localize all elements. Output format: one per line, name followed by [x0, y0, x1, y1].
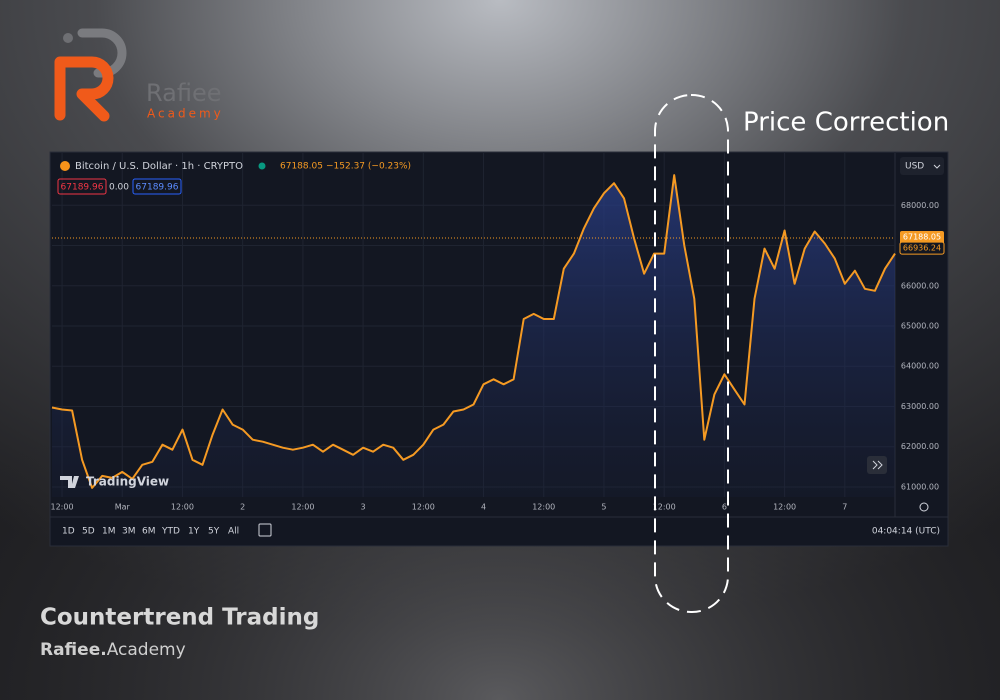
logo-name: Rafiee [146, 79, 222, 107]
last-price: 67188.05 [280, 162, 323, 172]
currency-box[interactable] [900, 157, 944, 175]
timeframe-button[interactable]: YTD [161, 527, 180, 537]
watermark: TradingView [86, 475, 169, 489]
x-tick-label: 12:00 [773, 503, 796, 512]
last-price-label: 67188.05 [903, 232, 941, 241]
sell-price[interactable]: 67189.96 [61, 183, 104, 193]
sell-box[interactable] [57, 178, 107, 195]
timeframe-button[interactable]: 3M [122, 527, 136, 537]
y-tick-label: 61000.00 [901, 482, 939, 491]
x-tick-label: 12:00 [291, 503, 314, 512]
x-tick-label: 5 [601, 503, 606, 512]
y-tick-label: 62000.00 [901, 442, 939, 451]
x-tick-label: 12:00 [51, 503, 74, 512]
timeframes: 1D 5D 1M 3M 6M YTD 1Y 5Y All [62, 527, 239, 537]
currency-caret[interactable] [933, 164, 941, 169]
tv-logo [60, 476, 79, 488]
bid-price-tag [899, 241, 945, 255]
logo: Rafiee Academy [54, 28, 224, 122]
calendar-icon[interactable] [258, 523, 272, 537]
y-tick-label: 64000.00 [901, 362, 939, 371]
x-tick-label: 12:00 [532, 503, 555, 512]
change: −152.37 (−0.23%) [326, 162, 411, 172]
x-tick-label: Mar [115, 503, 131, 512]
header: Bitcoin / U.S. Dollar · 1h · CRYPTO 6718… [57, 157, 944, 537]
timeframe-button[interactable]: 1Y [188, 527, 200, 537]
timeframe-button[interactable]: 6M [142, 527, 156, 537]
y-tick-label: 66000.00 [901, 281, 939, 290]
settings-icon[interactable] [919, 502, 929, 512]
buy-price[interactable]: 67189.96 [136, 183, 179, 193]
y-tick-label: 68000.00 [901, 201, 939, 210]
currency[interactable]: USD [905, 162, 924, 172]
symbol: Bitcoin / U.S. Dollar · 1h · CRYPTO [75, 161, 243, 172]
timeframe-button[interactable]: 1M [102, 527, 116, 537]
price-line [51, 174, 896, 489]
timeframe-button[interactable]: All [228, 527, 239, 537]
site-bold: Rafiee. [40, 640, 107, 660]
scroll-icon[interactable] [872, 460, 883, 470]
x-tick-label: 2 [240, 503, 245, 512]
area [52, 175, 895, 497]
footer-site: Rafiee.Academy [40, 640, 186, 660]
x-tick-label: 12:00 [171, 503, 194, 512]
x-tick-label: 4 [481, 503, 486, 512]
timeframe-button[interactable]: 5D [82, 527, 95, 537]
y-tick-label: 63000.00 [901, 402, 939, 411]
logo-sub: Academy [147, 107, 224, 121]
timeframe-button[interactable]: 5Y [208, 527, 220, 537]
timeframe-button[interactable]: 1D [62, 527, 75, 537]
x-tick-label: 12:00 [412, 503, 435, 512]
x-tick-label: 7 [842, 503, 847, 512]
highlight-box [654, 94, 729, 613]
plot: 61000.00 62000.00 63000.00 64000.00 65000.00… [51, 153, 945, 512]
y-tick-label: 65000.00 [901, 322, 939, 331]
buy-box[interactable] [132, 178, 182, 195]
annotation: Price Correction [743, 108, 949, 138]
clock: 04:04:14 (UTC) [872, 527, 940, 537]
x-tick-label: 12:00 [653, 503, 676, 512]
site-rest: Academy [107, 640, 186, 660]
footer-title: Countertrend Trading [40, 605, 319, 631]
x-tick-label: 3 [361, 503, 366, 512]
spread: 0.00 [109, 183, 129, 193]
x-tick-label: 6 [722, 503, 727, 512]
bid-price-label: 66936.24 [903, 244, 941, 253]
